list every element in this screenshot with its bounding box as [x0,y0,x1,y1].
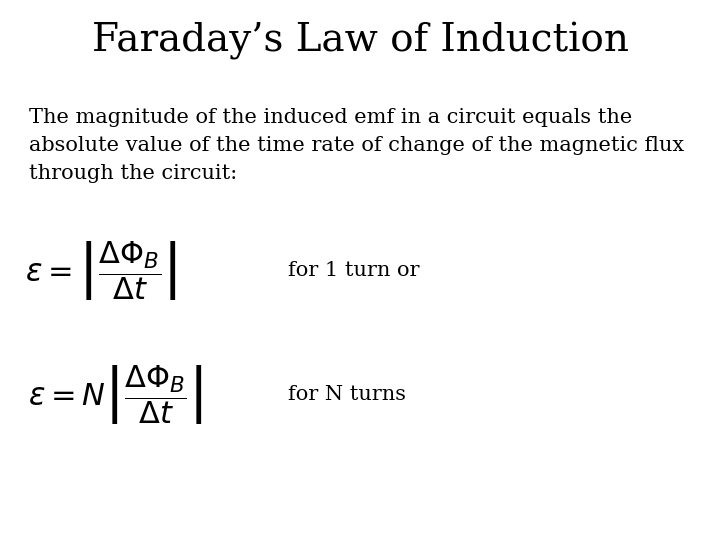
Text: for N turns: for N turns [288,384,406,404]
Text: $\varepsilon = N\left|\dfrac{\Delta\Phi_B}{\Delta t}\right|$: $\varepsilon = N\left|\dfrac{\Delta\Phi_… [28,363,202,426]
Text: Faraday’s Law of Induction: Faraday’s Law of Induction [91,22,629,59]
Text: for 1 turn or: for 1 turn or [288,260,420,280]
Text: The magnitude of the induced emf in a circuit equals the
absolute value of the t: The magnitude of the induced emf in a ci… [29,108,684,183]
Text: $\varepsilon = \left|\dfrac{\Delta\Phi_B}{\Delta t}\right|$: $\varepsilon = \left|\dfrac{\Delta\Phi_B… [24,239,177,301]
